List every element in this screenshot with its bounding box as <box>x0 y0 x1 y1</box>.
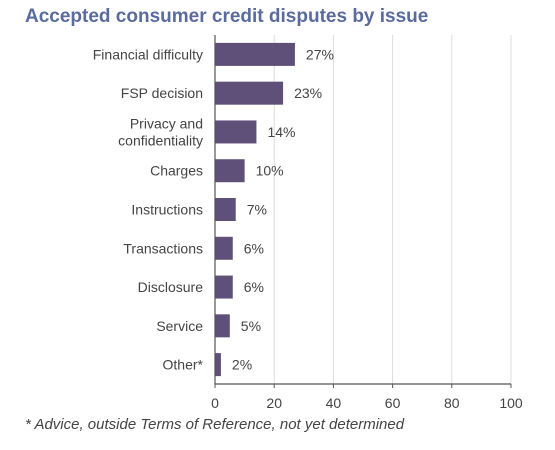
x-axis: 0 20 40 60 80 100 <box>211 35 523 411</box>
category-label: Disclosure <box>138 279 204 295</box>
x-tick-label: 40 <box>326 395 342 411</box>
category-label-line: Transactions <box>123 240 203 256</box>
bar <box>215 353 221 377</box>
chart-title: Accepted consumer credit disputes by iss… <box>25 6 429 27</box>
value-label: 5% <box>241 318 261 334</box>
category-label-line: Instructions <box>131 202 203 218</box>
category-label-line: Other* <box>163 357 204 373</box>
category-label: FSP decision <box>121 85 203 101</box>
value-label: 6% <box>244 279 264 295</box>
category-label: Financial difficulty <box>93 46 203 62</box>
bar <box>215 314 230 338</box>
category-label: Service <box>156 318 203 334</box>
bar <box>215 120 257 144</box>
category-labels: Financial difficulty FSP decision Privacy … <box>93 46 204 372</box>
bars <box>215 42 295 377</box>
x-tick-label: 0 <box>211 395 219 411</box>
value-label: 14% <box>267 124 295 140</box>
bar <box>215 159 245 183</box>
x-tick-label: 60 <box>385 395 401 411</box>
value-label: 27% <box>306 46 334 62</box>
x-tick-label: 20 <box>266 395 282 411</box>
category-label: Charges <box>150 163 203 179</box>
category-label-line: FSP decision <box>121 85 203 101</box>
category-label: Other* <box>163 357 204 373</box>
footnote: * Advice, outside Terms of Reference, no… <box>25 416 405 433</box>
bar <box>215 198 236 221</box>
gridlines <box>273 35 512 384</box>
value-label: 2% <box>232 357 252 373</box>
category-label-line: Charges <box>150 163 203 179</box>
category-label-line: Disclosure <box>138 279 204 295</box>
category-label: Transactions <box>123 240 203 256</box>
category-label-line: Privacy and <box>130 115 203 131</box>
value-label: 23% <box>294 85 322 101</box>
category-label-line: confidentiality <box>118 132 203 148</box>
value-labels: 27% 23% 14% 10% 7% 6% 6% 5% 2% <box>232 46 334 372</box>
value-label: 10% <box>256 163 284 179</box>
bar <box>215 236 233 260</box>
value-label: 6% <box>244 240 264 256</box>
bar <box>215 275 233 299</box>
category-label-line: Financial difficulty <box>93 46 203 62</box>
bar <box>215 42 295 66</box>
category-label: Instructions <box>131 202 203 218</box>
bar <box>215 81 284 105</box>
value-label: 7% <box>247 202 267 218</box>
x-tick-label: 80 <box>444 395 460 411</box>
category-label: Privacy and confidentiality <box>118 115 203 148</box>
x-tick-label: 100 <box>499 395 523 411</box>
category-label-line: Service <box>156 318 203 334</box>
